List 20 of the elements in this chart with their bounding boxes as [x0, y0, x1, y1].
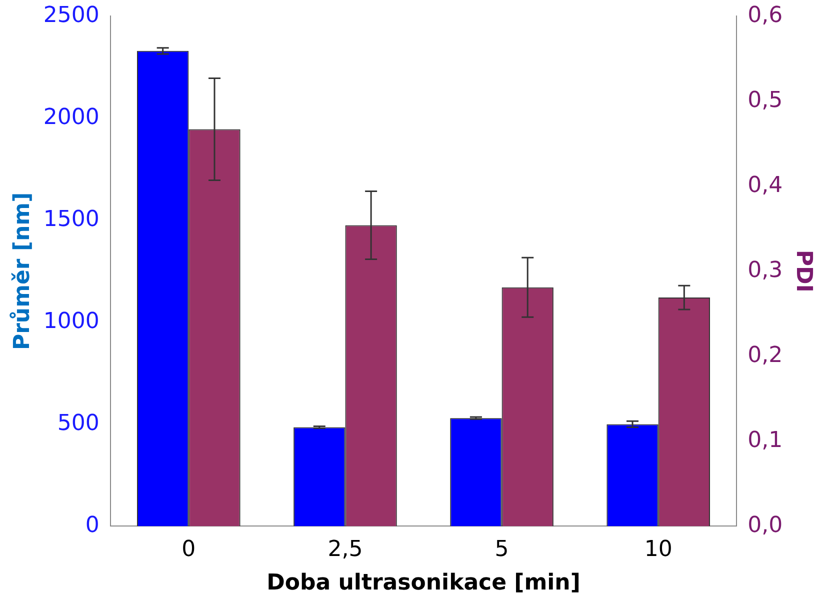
y-tick-label: 1500: [43, 206, 100, 232]
y2-tick-label: 0,5: [748, 88, 783, 113]
y-tick-label: 1000: [43, 308, 100, 334]
x-tick-label: 2,5: [328, 537, 363, 562]
x-tick-label: 5: [494, 537, 509, 562]
y-tick-label: 2000: [43, 104, 100, 130]
y2-tick-label: 0,2: [748, 342, 783, 368]
y2-tick-label: 0,1: [748, 428, 783, 453]
y-tick-label: 2500: [43, 2, 100, 28]
y-tick-label: 500: [57, 410, 100, 436]
x-tick-label: 10: [644, 537, 672, 562]
y2-tick-label: 0,4: [748, 172, 783, 198]
y2-axis-title: PDI: [791, 250, 816, 292]
y2-tick-label: 0,0: [748, 512, 783, 538]
y-tick-label: 0: [85, 512, 100, 538]
y2-tick-label: 0,6: [748, 2, 783, 28]
y2-tick-label: 0,3: [748, 258, 783, 283]
x-axis-title: Doba ultrasonikace [min]: [266, 570, 580, 596]
y-axis-title: Průměr [nm]: [8, 192, 35, 350]
x-tick-label: 0: [182, 537, 196, 562]
